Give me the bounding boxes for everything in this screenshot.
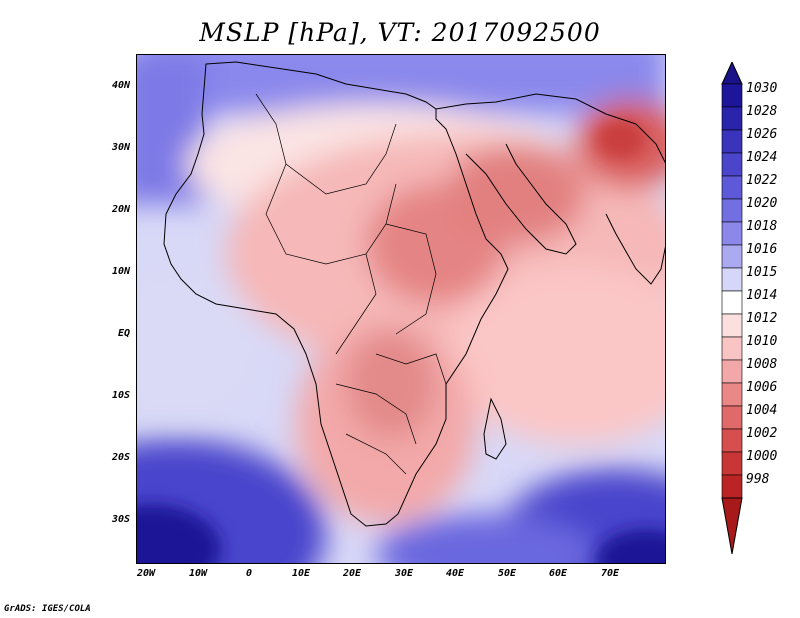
colorbar-swatch-1020 [721,198,743,223]
colorbar-label-998: 998 [746,472,770,487]
lon-label-20e: 20E [342,568,362,579]
lon-label-30e: 30E [394,568,414,579]
colorbar-swatch-1014 [721,290,743,315]
lon-label-40e: 40E [445,568,465,579]
lon-label-70e: 70E [600,568,620,579]
colorbar-label-1006: 1006 [746,380,778,395]
colorbar-label-1022: 1022 [746,173,778,188]
colorbar-swatch-1006 [721,382,743,407]
colorbar-label-1015: 1015 [746,265,778,280]
colorbar [721,62,743,555]
colorbar-label-1014: 1014 [746,288,778,303]
colorbar-label-1000: 1000 [746,449,778,464]
lon-label-0: 0 [245,568,253,579]
arabia-low [446,144,586,244]
lat-label-30s: 30S [111,514,130,525]
pakistan-core [596,119,646,159]
north-high-band [136,54,666,114]
lat-label-eq: EQ [117,328,130,339]
colorbar-label-1028: 1028 [746,104,778,119]
south-indian-core [596,529,666,564]
colorbar-swatch-1008 [721,359,743,384]
india-coast [605,213,666,285]
colorbar-swatch-1018 [721,221,743,246]
colorbar-swatch-1026 [721,129,743,154]
lon-label-20w: 20W [136,568,156,579]
footer-credit: GrADS: IGES/COLA [4,604,91,614]
south-atlantic-core [136,504,221,564]
lat-label-20s: 20S [111,452,130,463]
congo-low [346,329,436,439]
colorbar-top-arrow [721,62,743,85]
colorbar-label-1020: 1020 [746,196,778,211]
lon-label-50e: 50E [497,568,517,579]
colorbar-label-1030: 1030 [746,81,778,96]
indian-ocean-zone [446,264,666,444]
colorbar-label-1012: 1012 [746,311,778,326]
colorbar-label-1016: 1016 [746,242,778,257]
colorbar-swatch-998 [721,474,743,499]
colorbar-label-1024: 1024 [746,150,778,165]
pressure-map [136,54,666,564]
lon-label-60e: 60E [548,568,568,579]
map-frame [136,54,666,564]
colorbar-swatch-1015 [721,267,743,292]
colorbar-label-1004: 1004 [746,403,778,418]
colorbar-swatch-1010 [721,336,743,361]
lat-label-10n: 10N [111,266,130,277]
lat-label-20n: 20N [111,204,130,215]
colorbar-swatch-1030 [721,83,743,108]
colorbar-label-1008: 1008 [746,357,778,372]
madagascar [483,397,507,460]
colorbar-swatch-1028 [721,106,743,131]
lat-label-40n: 40N [111,80,130,91]
lon-label-10e: 10E [291,568,311,579]
colorbar-swatch-1002 [721,428,743,453]
colorbar-label-1018: 1018 [746,219,778,234]
lat-label-10s: 10S [111,390,130,401]
colorbar-swatch-1024 [721,152,743,177]
colorbar-label-1026: 1026 [746,127,778,142]
africa-outline [163,61,509,527]
lon-label-10w: 10W [188,568,208,579]
colorbar-swatch-1016 [721,244,743,269]
coastlines [163,61,666,527]
colorbar-bottom-arrow [721,497,743,555]
colorbar-label-1010: 1010 [746,334,778,349]
country-borders [255,93,447,475]
asia-coast [435,93,666,165]
mslp-field [136,54,666,564]
colorbar-swatch-1022 [721,175,743,200]
colorbar-swatch-1004 [721,405,743,430]
colorbar-swatch-1000 [721,451,743,476]
colorbar-label-1002: 1002 [746,426,778,441]
atlantic-tropical-zone [136,274,256,414]
southern-ocean-zone [376,514,596,564]
colorbar-swatch-1012 [721,313,743,338]
map-title: MSLP [hPa], VT: 2017092500 [199,18,601,47]
lat-label-30n: 30N [111,142,130,153]
arabia-coast [465,143,577,255]
